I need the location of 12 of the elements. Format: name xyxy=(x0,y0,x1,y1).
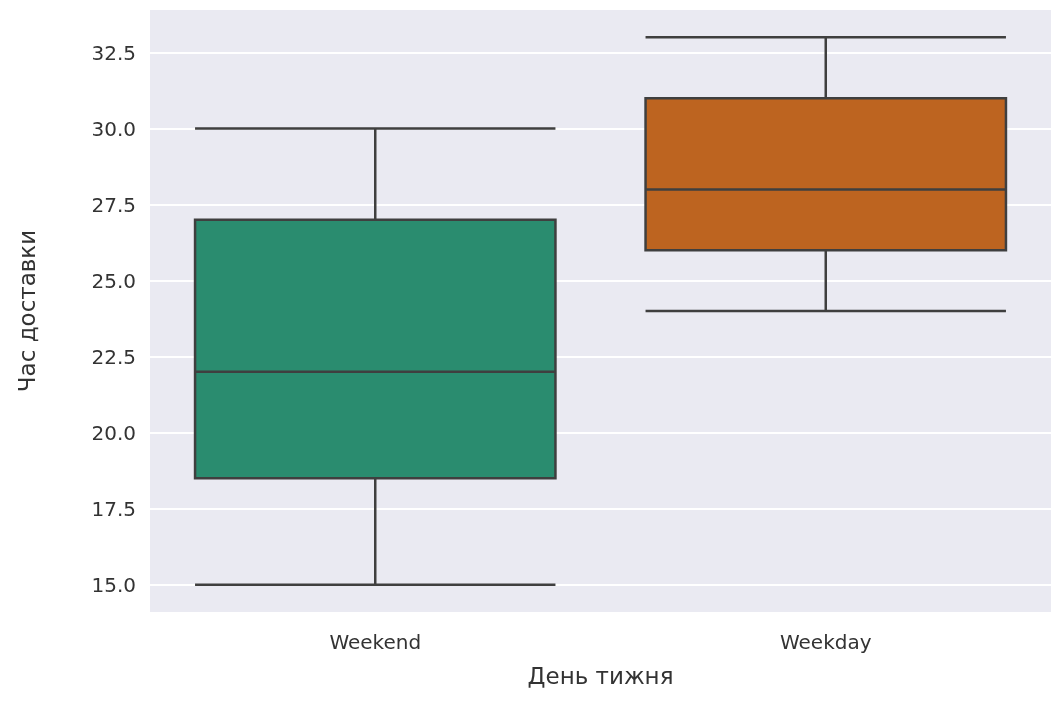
y-tick-label: 25.0 xyxy=(91,268,136,293)
x-tick-label: Weekend xyxy=(329,630,422,654)
x-tick-label: Weekday xyxy=(779,630,872,654)
y-tick-label: 27.5 xyxy=(91,192,136,217)
x-axis-title: День тижня xyxy=(527,662,674,689)
y-tick-label: 22.5 xyxy=(91,344,136,369)
y-axis-title: Час доставки xyxy=(13,229,40,393)
y-tick-label: 15.0 xyxy=(91,572,136,597)
y-tick-label: 17.5 xyxy=(91,496,136,521)
y-tick-label: 30.0 xyxy=(91,116,136,141)
y-tick-label: 20.0 xyxy=(91,420,136,445)
y-tick-label: 32.5 xyxy=(91,40,136,65)
